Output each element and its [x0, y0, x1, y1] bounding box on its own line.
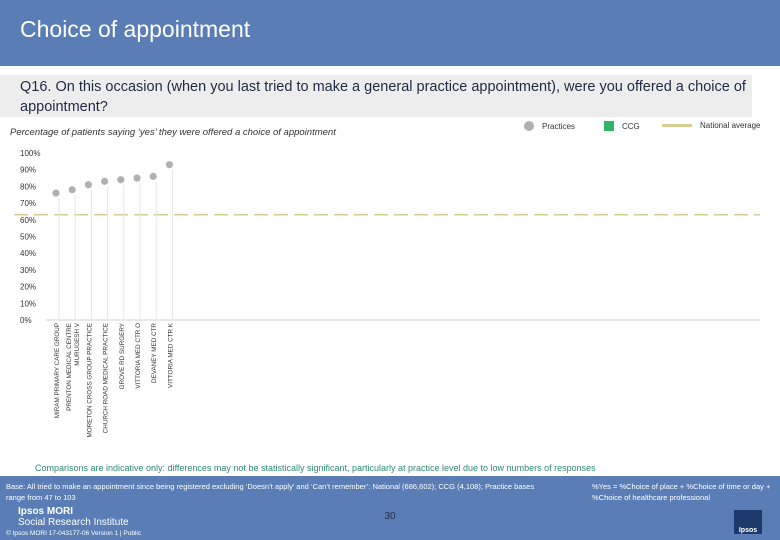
practice-point: [117, 176, 125, 184]
legend-national: National average: [662, 121, 760, 130]
ccg-marker-icon: [604, 121, 614, 131]
page-number: 30: [384, 511, 396, 522]
y-tick-label: 0%: [20, 316, 32, 325]
legend-practices: Practices: [524, 121, 575, 131]
ipsos-logo-text: Ipsos MORI Social Research Institute: [18, 506, 129, 528]
percent-note: %Yes = %Choice of place + %Choice of tim…: [592, 482, 771, 502]
practice-point: [149, 172, 157, 180]
legend-practices-label: Practices: [542, 121, 575, 131]
category-label: PRENTON MEDICAL CENTRE: [66, 323, 73, 411]
category-label: MIRAM PRIMARY CARE GROUP: [54, 323, 61, 418]
copyright-text: © Ipsos MORI 17-043177-06 Version 1 | Pu…: [6, 530, 142, 537]
comparison-note: Comparisons are indicative only: differe…: [35, 463, 596, 473]
y-tick-label: 60%: [20, 216, 36, 225]
y-tick-label: 20%: [20, 283, 36, 292]
y-tick-label: 80%: [20, 182, 36, 191]
y-tick-label: 40%: [20, 249, 36, 258]
practice-point: [165, 161, 173, 169]
header-band: [0, 0, 780, 66]
practice-point: [84, 181, 92, 189]
practices-marker-icon: [524, 121, 534, 131]
legend-ccg-label: CCG: [622, 121, 640, 131]
y-tick-label: 10%: [20, 299, 36, 308]
y-tick-label: 90%: [20, 166, 36, 175]
logo-line2: Social Research Institute: [18, 517, 129, 528]
chart-subtitle: Percentage of patients saying ‘yes’ they…: [10, 127, 336, 138]
category-label: GROVE RD SURGERY: [119, 322, 126, 389]
footer-band: [0, 476, 780, 540]
question-text: Q16. On this occasion (when you last tri…: [0, 75, 752, 117]
national-line-icon: [662, 124, 692, 127]
category-label: MURUGESH V: [74, 322, 81, 365]
y-tick-label: 70%: [20, 199, 36, 208]
category-label: VITTORIA MED CTR K: [167, 322, 174, 388]
legend-national-label: National average: [700, 121, 761, 130]
y-tick-label: 50%: [20, 233, 36, 242]
category-label: MORETON CROSS GROUP PRACTICE: [86, 323, 93, 438]
y-tick-label: 30%: [20, 266, 36, 275]
logo-line1: Ipsos MORI: [18, 506, 74, 517]
practice-point: [68, 186, 76, 194]
practice-point: [133, 174, 141, 182]
category-label: DEVANEY MED CTR: [151, 323, 158, 383]
legend-ccg: CCG: [604, 121, 640, 131]
page-title: Choice of appointment: [20, 16, 251, 42]
ipsos-logo-icon: Ipsos: [734, 510, 762, 534]
base-text: Base: All tried to make an appointment s…: [6, 482, 535, 502]
y-tick-label: 100%: [20, 149, 40, 158]
practice-point: [101, 177, 109, 185]
category-label: CHURCH ROAD MEDICAL PRACTICE: [103, 323, 110, 433]
practice-point: [52, 189, 60, 197]
category-label: VITTORIA MED CTR O: [135, 323, 142, 389]
scatter-chart: 0% 10% 20% 30% 40% 50% 60% 70% 80% 90% 100% MIRAM P…: [14, 149, 760, 438]
